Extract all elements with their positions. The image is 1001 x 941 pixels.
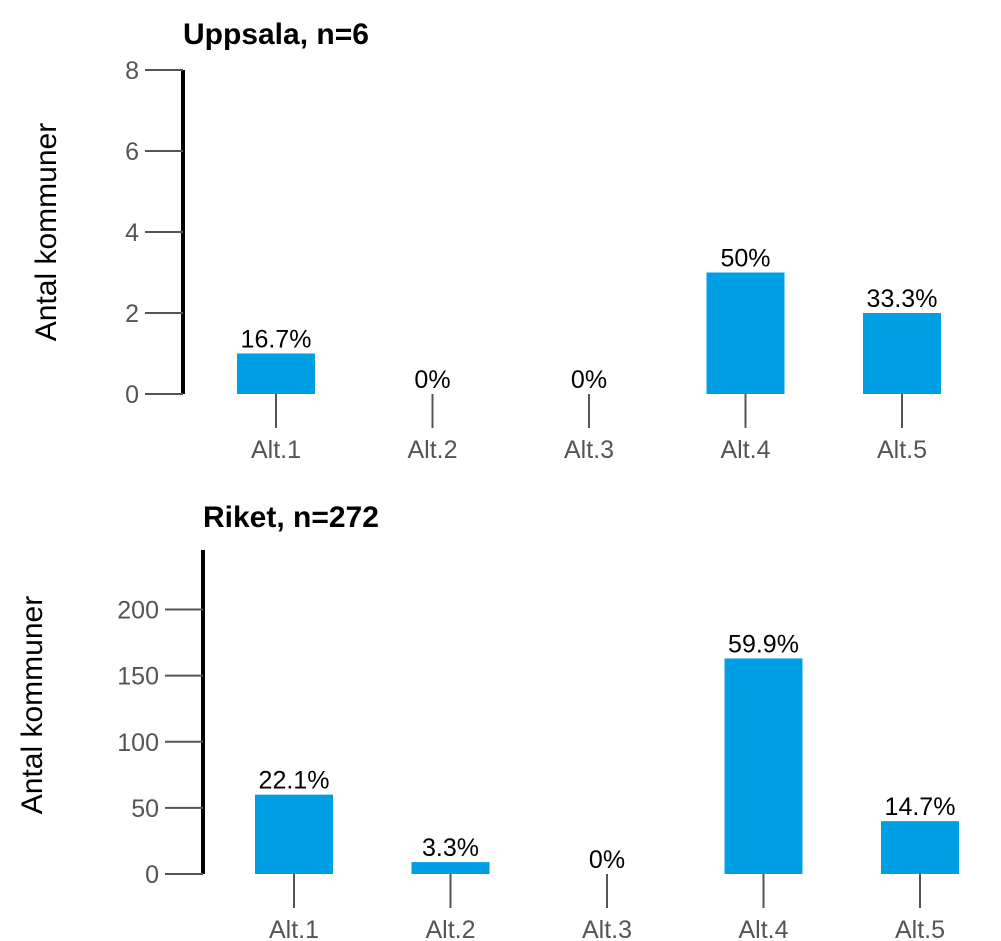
x-tick-label: Alt.2 — [425, 916, 475, 941]
data-label: 0% — [571, 366, 607, 394]
y-tick-label: 0 — [125, 381, 139, 409]
x-tick-label: Alt.5 — [895, 916, 945, 941]
bar-alt4 — [724, 658, 803, 874]
y-tick-label: 8 — [125, 57, 139, 85]
x-tick-label: Alt.1 — [269, 916, 319, 941]
chart-riket-svg: Riket, n=272 Antal kommuner 0 50 100 150 200 Al… — [16, 501, 959, 941]
chart-title: Uppsala, n=6 — [183, 18, 369, 51]
y-tick-label: 0 — [145, 861, 159, 889]
y-tick-label: 2 — [125, 300, 139, 328]
y-tick-label: 200 — [117, 597, 159, 625]
x-tick-label: Alt.1 — [251, 436, 301, 464]
y-tick-label: 100 — [117, 729, 159, 757]
y-tick-label: 150 — [117, 663, 159, 691]
x-tick-label: Alt.2 — [407, 436, 457, 464]
chart-riket: Riket, n=272 Antal kommuner 0 50 100 150 200 Al… — [0, 470, 1001, 941]
data-label: 22.1% — [259, 767, 330, 795]
data-label: 50% — [720, 245, 770, 273]
y-axis-label: Antal kommuner — [30, 123, 63, 341]
bar-alt2 — [411, 862, 490, 874]
data-label: 16.7% — [241, 326, 312, 354]
x-tick-label: Alt.3 — [582, 916, 632, 941]
bar-alt4 — [706, 272, 785, 394]
y-tick-label: 6 — [125, 138, 139, 166]
data-label: 59.9% — [728, 630, 799, 658]
x-tick-label: Alt.5 — [877, 436, 927, 464]
x-tick-label: Alt.3 — [564, 436, 614, 464]
bar-alt1 — [237, 353, 315, 394]
x-tick-label: Alt.4 — [720, 436, 770, 464]
y-tick-label: 4 — [125, 219, 139, 247]
data-label: 3.3% — [422, 834, 479, 862]
data-label: 33.3% — [867, 285, 938, 313]
bar-alt5 — [863, 313, 941, 394]
chart-uppsala: Uppsala, n=6 Antal kommuner 0 2 4 6 8 Alt.1 16.7… — [0, 0, 1001, 470]
data-label: 0% — [589, 846, 625, 874]
chart-title: Riket, n=272 — [203, 501, 379, 534]
x-tick-label: Alt.4 — [738, 916, 788, 941]
y-tick-label: 50 — [131, 795, 159, 823]
bar-alt1 — [255, 794, 333, 874]
y-axis-label: Antal kommuner — [16, 596, 49, 814]
chart-uppsala-svg: Uppsala, n=6 Antal kommuner 0 2 4 6 8 Alt.1 16.7… — [30, 18, 941, 464]
bar-alt5 — [881, 821, 959, 874]
data-label: 0% — [414, 366, 450, 394]
data-label: 14.7% — [885, 793, 956, 821]
